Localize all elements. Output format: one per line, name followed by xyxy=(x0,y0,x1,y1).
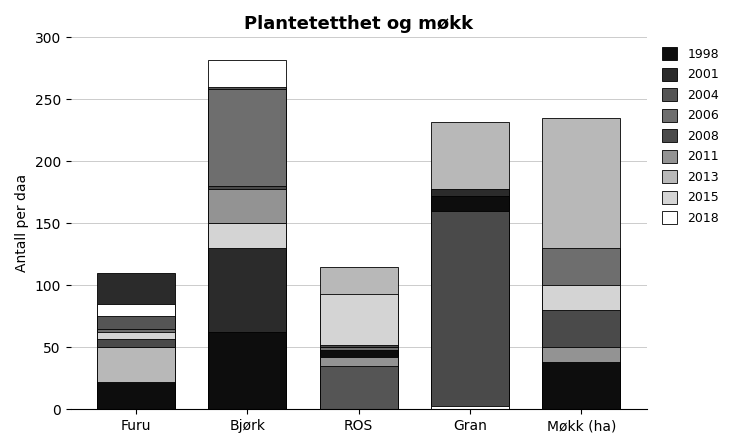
Title: Plantetetthet og møkk: Plantetetthet og møkk xyxy=(244,15,473,33)
Y-axis label: Antall per daa: Antall per daa xyxy=(15,174,29,272)
Bar xyxy=(542,310,621,409)
Bar xyxy=(431,189,509,409)
Bar xyxy=(320,366,398,409)
Bar xyxy=(97,329,175,409)
Bar xyxy=(431,405,509,409)
Bar xyxy=(542,347,621,409)
Bar xyxy=(542,248,621,409)
Bar xyxy=(320,294,398,409)
Bar xyxy=(208,90,286,409)
Bar xyxy=(208,189,286,409)
Bar xyxy=(97,273,175,409)
Bar xyxy=(431,122,509,409)
Bar xyxy=(431,196,509,409)
Bar xyxy=(208,186,286,409)
Bar xyxy=(320,345,398,409)
Bar xyxy=(431,211,509,409)
Bar xyxy=(320,267,398,409)
Bar xyxy=(542,118,621,409)
Bar xyxy=(320,357,398,409)
Bar xyxy=(208,87,286,409)
Bar xyxy=(97,347,175,409)
Bar xyxy=(320,347,398,409)
Bar xyxy=(97,382,175,409)
Bar xyxy=(320,347,398,409)
Bar xyxy=(542,285,621,409)
Bar xyxy=(97,339,175,409)
Bar xyxy=(320,350,398,409)
Bar xyxy=(208,223,286,409)
Bar xyxy=(97,304,175,409)
Bar xyxy=(208,223,286,409)
Bar xyxy=(542,362,621,409)
Bar xyxy=(208,332,286,409)
Bar xyxy=(208,60,286,409)
Bar xyxy=(97,316,175,409)
Bar xyxy=(97,332,175,409)
Bar xyxy=(97,347,175,409)
Bar xyxy=(208,248,286,409)
Legend: 1998, 2001, 2004, 2006, 2008, 2011, 2013, 2015, 2018: 1998, 2001, 2004, 2006, 2008, 2011, 2013… xyxy=(659,43,723,229)
